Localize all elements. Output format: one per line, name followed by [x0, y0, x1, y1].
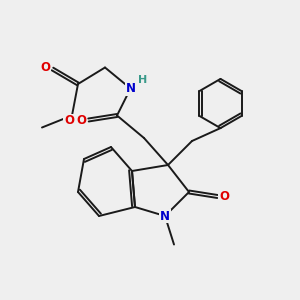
- Text: O: O: [64, 114, 74, 128]
- Text: H: H: [139, 75, 148, 85]
- Text: N: N: [160, 209, 170, 223]
- Text: N: N: [125, 82, 136, 95]
- Text: O: O: [76, 113, 86, 127]
- Text: O: O: [40, 61, 50, 74]
- Text: O: O: [219, 190, 229, 203]
